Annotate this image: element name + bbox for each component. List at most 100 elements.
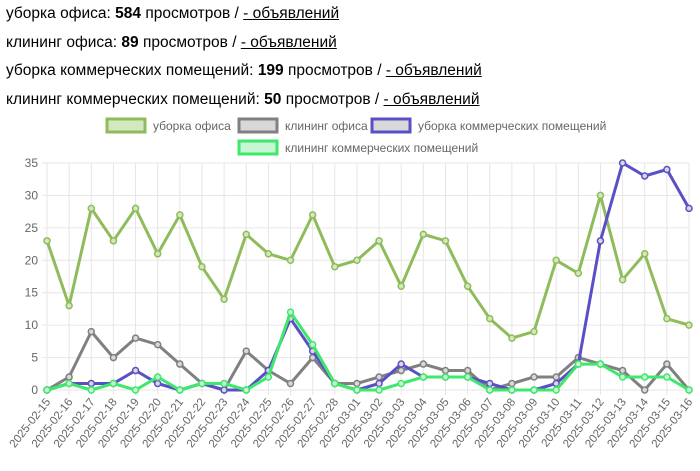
data-point <box>508 334 516 342</box>
data-point <box>618 366 627 375</box>
series-line <box>46 310 690 392</box>
ads-link[interactable]: - объявлений <box>385 62 482 79</box>
data-point <box>596 237 605 245</box>
data-point <box>264 250 273 258</box>
data-point <box>176 386 184 394</box>
ads-link[interactable]: - объявлений <box>243 5 340 22</box>
data-point <box>397 379 405 388</box>
y-tick-label: 5 <box>31 351 38 365</box>
stat-separator: / <box>374 90 380 108</box>
data-point <box>663 165 671 174</box>
y-tick-label: 0 <box>31 383 38 397</box>
series-line <box>45 193 690 340</box>
data-point <box>131 204 140 213</box>
data-point <box>375 237 383 245</box>
stat-separator: / <box>377 62 382 79</box>
data-point <box>176 360 184 368</box>
data-point <box>43 386 51 394</box>
data-point <box>131 386 140 394</box>
data-point <box>65 379 73 388</box>
data-point <box>198 263 206 271</box>
data-point <box>220 379 228 388</box>
y-tick-label: 10 <box>25 318 39 332</box>
legend-swatch <box>237 117 279 134</box>
stat-uborka-kommercheskih: уборка коммерческих помещений: 199 просм… <box>6 57 482 86</box>
data-point <box>640 250 649 258</box>
data-point <box>419 373 428 381</box>
data-point <box>441 373 450 381</box>
data-point <box>153 250 162 258</box>
data-point <box>87 379 96 388</box>
data-point <box>463 282 472 290</box>
data-point <box>286 379 295 388</box>
data-point <box>109 353 118 362</box>
data-point <box>685 386 693 394</box>
data-point <box>375 379 383 388</box>
data-point <box>153 373 162 381</box>
stat-count: 584 <box>115 5 141 22</box>
data-point <box>419 230 428 239</box>
data-point <box>618 159 627 167</box>
legend-swatch <box>370 117 412 134</box>
stats-block: уборка офиса: 584 просмотров / - объявле… <box>6 0 482 114</box>
data-point <box>596 360 605 368</box>
data-point <box>441 366 450 375</box>
data-point <box>375 386 383 394</box>
data-point <box>508 379 516 388</box>
data-point <box>552 386 560 394</box>
data-point <box>220 295 228 303</box>
stat-views-word: просмотров <box>288 62 373 79</box>
stat-views-word: просмотров <box>285 90 371 108</box>
data-point <box>397 366 405 375</box>
data-point <box>353 256 361 265</box>
data-point <box>308 211 317 219</box>
series-0 <box>43 191 693 342</box>
stat-klining-kommercheskih: клининг коммерческих помещений: 50 просм… <box>6 86 482 115</box>
data-point <box>685 321 693 329</box>
y-tick-label: 20 <box>25 253 39 267</box>
chart-legend: уборка офиса клининг офиса уборка коммерче… <box>105 117 606 156</box>
data-point <box>574 269 583 278</box>
stat-separator: / <box>232 33 237 51</box>
data-point <box>242 347 250 355</box>
stat-uborka-ofisa: уборка офиса: 584 просмотров / - объявле… <box>6 0 482 29</box>
data-point <box>286 308 295 316</box>
ads-link[interactable]: - объявлений <box>240 33 337 51</box>
legend-label: уборка коммерческих помещений <box>418 119 606 133</box>
data-point <box>530 386 538 394</box>
data-point <box>663 373 671 381</box>
data-point <box>65 301 73 310</box>
legend-label: клининг коммерческих помещений <box>285 141 478 155</box>
data-point <box>530 327 538 336</box>
data-point <box>640 386 649 394</box>
data-point <box>397 282 405 290</box>
data-point <box>353 379 361 388</box>
x-axis: 2025-02-152025-02-162025-02-172025-02-18… <box>8 396 696 450</box>
series-3 <box>43 308 693 394</box>
data-point <box>264 373 273 381</box>
stat-count: 199 <box>257 62 284 79</box>
series-line <box>46 330 691 392</box>
data-point <box>663 360 671 368</box>
data-point <box>552 373 560 381</box>
data-point <box>331 263 339 271</box>
data-point <box>375 373 383 381</box>
stat-count: 89 <box>121 33 139 51</box>
data-point <box>286 256 295 265</box>
data-point <box>663 314 671 323</box>
data-point <box>397 360 405 368</box>
data-point <box>419 360 428 368</box>
stat-label: клининг офиса: <box>6 33 118 51</box>
data-point <box>552 256 560 265</box>
data-point <box>87 204 96 213</box>
data-point <box>353 386 361 394</box>
data-point <box>153 379 162 388</box>
stat-klining-ofisa: клининг офиса: 89 просмотров / - объявле… <box>6 29 482 58</box>
data-point <box>486 386 494 394</box>
legend-label: клининг офиса <box>285 119 368 133</box>
ads-link[interactable]: - объявлений <box>383 90 480 108</box>
legend-swatch <box>105 117 147 134</box>
data-point <box>530 373 538 381</box>
data-point <box>87 327 96 336</box>
y-tick-label: 25 <box>25 221 39 235</box>
